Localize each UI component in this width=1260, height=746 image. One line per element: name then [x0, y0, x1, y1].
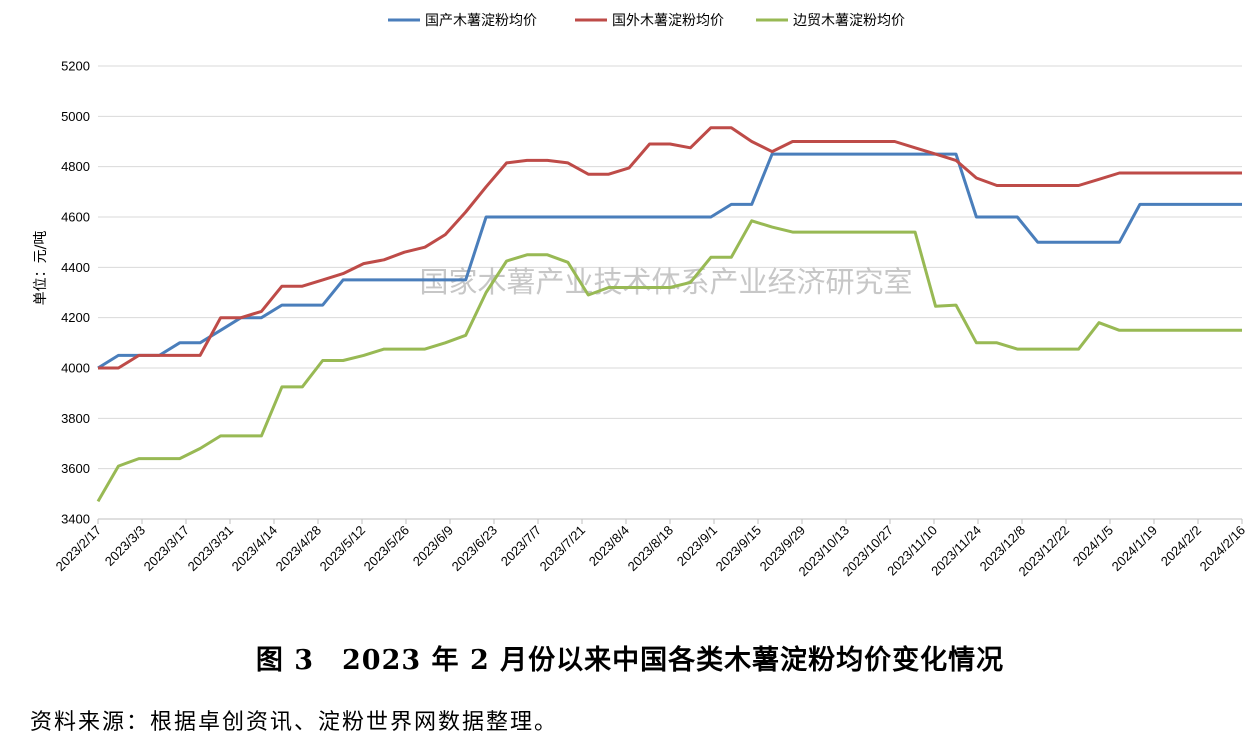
y-tick-label: 4800: [61, 159, 90, 174]
y-tick-label: 3800: [61, 411, 90, 426]
legend-label: 边贸木薯淀粉均价: [793, 13, 905, 29]
x-tick-label: 2023/6/23: [449, 523, 501, 575]
series-line-1: [97, 152, 1242, 370]
y-tick-label: 4200: [61, 310, 90, 325]
legend-item-2: 国外木薯淀粉均价: [575, 13, 724, 29]
y-axis-label: 单位：元/吨: [33, 231, 49, 306]
x-tick-label: 2023/2/17: [53, 523, 105, 575]
y-tick-label: 4000: [61, 361, 90, 376]
y-tick-label: 3600: [61, 461, 90, 476]
price-line-chart: 3400 3600 3800 4000 4200 4400 4600 4800 5000 5200…: [33, 13, 1249, 579]
x-tick-label: 2023/5/26: [361, 523, 413, 575]
series-line-2: [98, 126, 1242, 370]
x-tick-label: 2023/8/18: [625, 523, 677, 575]
x-tick-label: 2023/7/21: [537, 523, 589, 575]
y-tick-label: 5200: [61, 59, 90, 74]
x-tick-label: 2023/3/31: [185, 523, 237, 575]
legend-label: 国外木薯淀粉均价: [612, 13, 724, 29]
legend-item-1: 国产木薯淀粉均价: [388, 13, 537, 29]
x-tick-label: 2023/4/14: [229, 523, 281, 575]
x-tick-label: 2024/1/19: [1109, 523, 1161, 575]
figure-caption: 图 3 2023 年 2 月份以来中国各类木薯淀粉均价变化情况: [255, 645, 1005, 676]
x-tick-label: 2023/9/15: [713, 523, 765, 575]
legend-label: 国产木薯淀粉均价: [425, 13, 537, 29]
y-tick-label: 4600: [61, 210, 90, 225]
y-tick-label: 5000: [61, 109, 90, 124]
legend: 国产木薯淀粉均价 国外木薯淀粉均价 边贸木薯淀粉均价: [388, 13, 905, 29]
x-tick-label: 2023/4/28: [273, 523, 325, 575]
y-axis-ticks: 3400 3600 3800 4000 4200 4400 4600 4800 5000 5200: [61, 59, 90, 527]
y-tick-label: 3400: [61, 512, 90, 527]
x-tick-label: 2023/3/17: [141, 523, 193, 575]
x-tick-label: 2023/5/12: [317, 523, 369, 575]
series-line-3: [96, 219, 1242, 503]
series-lines: [96, 126, 1242, 503]
x-tick-label: 2024/2/16: [1197, 523, 1249, 575]
y-tick-label: 4400: [61, 260, 90, 275]
data-source-note: 资料来源：根据卓创资讯、淀粉世界网数据整理。: [30, 710, 559, 735]
legend-item-3: 边贸木薯淀粉均价: [756, 13, 905, 29]
x-axis-ticks: 2023/2/172023/3/32023/3/172023/3/312023/…: [53, 519, 1249, 579]
